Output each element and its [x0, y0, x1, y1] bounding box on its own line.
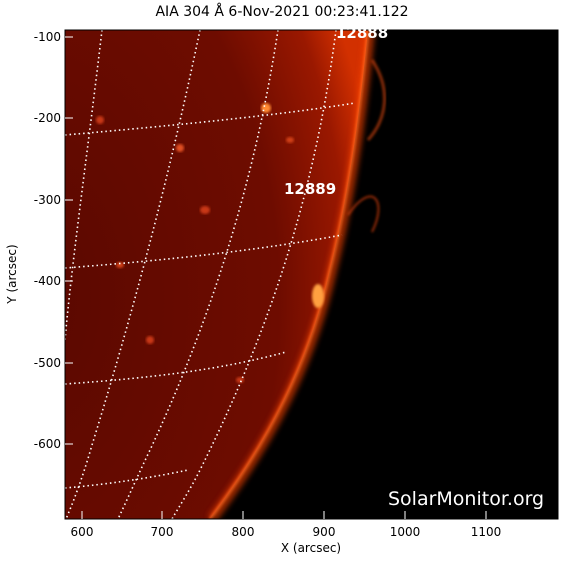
longitude-line	[65, 30, 201, 519]
bright-spot	[286, 137, 294, 143]
latitude-grid	[65, 102, 356, 489]
latitude-line	[65, 351, 287, 385]
bright-spot	[236, 377, 244, 383]
solar-disk-layer	[65, 30, 386, 519]
longitude-line	[171, 30, 337, 519]
tick-marks	[65, 36, 487, 519]
longitude-line	[117, 30, 279, 519]
y-tick-label: -400	[34, 274, 61, 288]
solar-disk	[65, 30, 368, 519]
y-tick-label: -300	[34, 193, 61, 207]
x-tick-label: 900	[313, 525, 336, 539]
bright-spot	[200, 206, 210, 214]
y-tick-label: -200	[34, 111, 61, 125]
x-tick-label: 700	[151, 525, 174, 539]
y-tick-label: -600	[34, 437, 61, 451]
x-axis-label: X (arcsec)	[281, 541, 341, 555]
y-axis-label: Y (arcsec)	[5, 244, 19, 304]
longitude-line	[65, 30, 103, 341]
prominence-loop	[366, 59, 386, 142]
x-tick-label: 1000	[390, 525, 421, 539]
active-region-label: 12888	[336, 24, 388, 42]
limb-glow	[208, 30, 375, 519]
x-tick-label: 600	[71, 525, 94, 539]
bright-spot	[146, 336, 154, 344]
y-tick-label: -100	[34, 30, 61, 44]
bright-spot	[116, 262, 124, 268]
active-region-label: 12889	[284, 180, 336, 198]
prominence-loop	[347, 195, 380, 233]
longitude-grid	[65, 30, 337, 519]
bright-spot	[261, 103, 271, 113]
bright-spot	[176, 144, 184, 152]
x-tick-label: 800	[232, 525, 255, 539]
bright-spot	[96, 116, 104, 124]
limb-edge	[209, 30, 370, 519]
plot-frame	[64, 29, 559, 520]
bright-spot	[312, 284, 324, 308]
y-tick-label: -500	[34, 356, 61, 370]
image-title: AIA 304 Å 6-Nov-2021 00:23:41.122	[155, 4, 409, 20]
latitude-line	[65, 469, 189, 489]
watermark-text: SolarMonitor.org	[388, 488, 544, 510]
x-tick-label: 1100	[471, 525, 502, 539]
